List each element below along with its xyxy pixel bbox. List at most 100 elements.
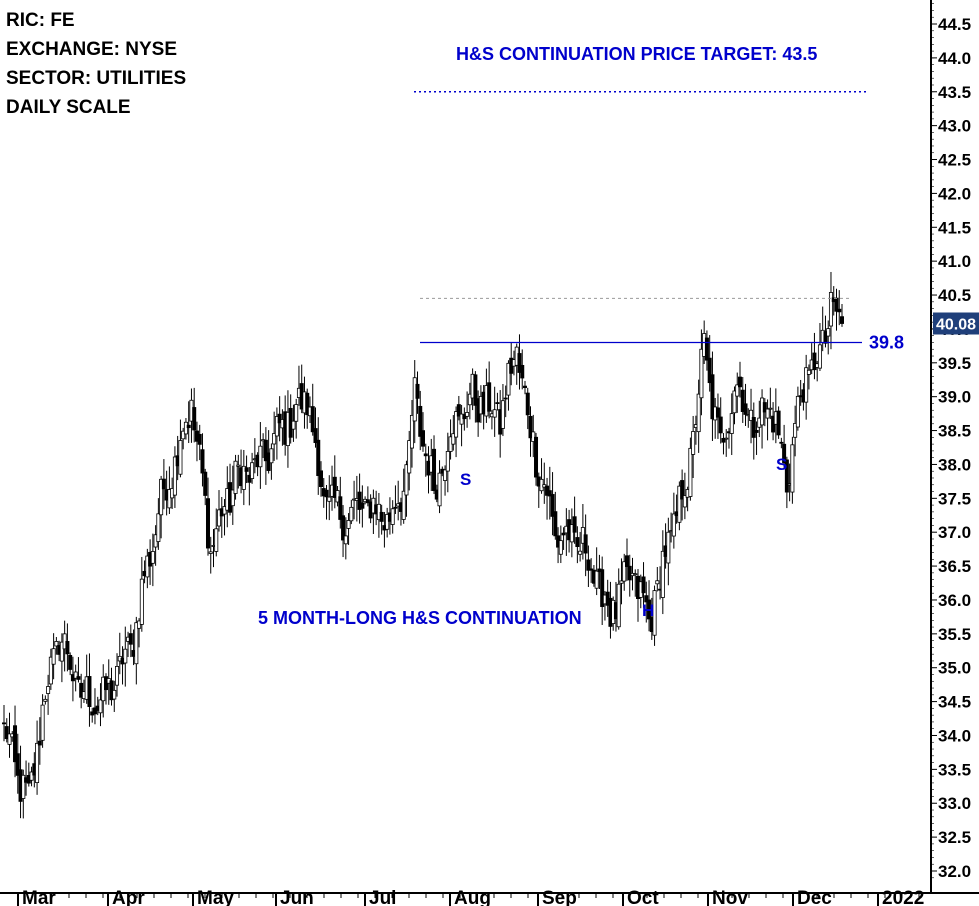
- candle-body: [357, 491, 362, 510]
- y-tick-label: 32.0: [938, 862, 971, 881]
- y-tick-label: 44.0: [938, 49, 971, 68]
- candle-body: [404, 464, 409, 496]
- candle-body: [655, 580, 660, 585]
- candle-body: [520, 364, 525, 379]
- candle-body: [161, 478, 166, 490]
- candle-body: [550, 494, 555, 517]
- candle-body: [432, 448, 437, 492]
- candle-body: [600, 569, 605, 607]
- candle-body: [54, 641, 59, 647]
- candle-body: [115, 666, 120, 686]
- candle-body: [40, 704, 45, 741]
- candle-body: [738, 376, 743, 388]
- candle-body: [826, 328, 831, 337]
- x-tick-label: Nov: [712, 888, 748, 906]
- candle-body: [768, 407, 773, 410]
- candle-body: [37, 740, 42, 746]
- candle-body: [740, 389, 745, 412]
- candle-body: [500, 400, 505, 429]
- candle-body: [167, 489, 172, 509]
- last-price-label: 40.08: [936, 316, 976, 333]
- y-tick-label: 39.0: [938, 388, 971, 407]
- candle-body: [569, 524, 574, 543]
- right-shoulder-label: S: [776, 455, 788, 474]
- candle-body: [437, 472, 442, 507]
- candle-body: [178, 440, 183, 475]
- candle-body: [652, 590, 657, 636]
- candle-body: [277, 413, 282, 424]
- candle-body: [360, 502, 365, 509]
- candle-body: [707, 357, 712, 384]
- head-label: H: [642, 601, 655, 620]
- candle-body: [150, 551, 155, 564]
- candle-body: [473, 374, 478, 406]
- candle-body: [724, 437, 729, 440]
- candle-body: [197, 433, 202, 445]
- candle-body: [795, 395, 800, 428]
- scale-label: DAILY SCALE: [6, 97, 131, 118]
- candle-body: [765, 408, 770, 419]
- price-target-annotation: H&S CONTINUATION PRICE TARGET: 43.5: [456, 44, 818, 64]
- x-tick-label: May: [197, 888, 234, 906]
- candle-body: [230, 489, 235, 507]
- candle-body: [517, 353, 522, 373]
- candle-body: [572, 516, 577, 533]
- candle-body: [324, 489, 329, 498]
- candle-body: [319, 470, 324, 487]
- candle-body: [525, 392, 530, 416]
- candle-body: [704, 337, 709, 361]
- candle-body: [522, 385, 527, 389]
- candle-body: [696, 393, 701, 433]
- candle-body: [343, 535, 348, 545]
- candle-body: [495, 402, 500, 404]
- candle-body: [156, 513, 161, 542]
- candle-body: [338, 496, 343, 520]
- candlestick-series: [2, 271, 845, 819]
- y-tick-label: 36.0: [938, 591, 971, 610]
- candle-body: [192, 407, 197, 431]
- candle-body: [735, 384, 740, 397]
- candle-body: [465, 412, 470, 417]
- candle-body: [98, 699, 103, 714]
- candle-body: [244, 467, 249, 472]
- y-tick-label: 43.0: [938, 117, 971, 136]
- candle-body: [793, 423, 798, 438]
- candle-body: [412, 377, 417, 422]
- candle-body: [633, 573, 638, 576]
- candle-body: [547, 490, 552, 497]
- candle-body: [622, 561, 627, 582]
- candle-body: [641, 576, 646, 594]
- y-tick-label: 40.5: [938, 286, 971, 305]
- candle-body: [492, 409, 497, 418]
- y-tick-label: 43.5: [938, 83, 971, 102]
- candle-body: [291, 420, 296, 430]
- x-tick-label: Dec: [797, 888, 832, 906]
- candle-body: [790, 444, 795, 493]
- candle-body: [828, 292, 833, 327]
- candle-body: [660, 550, 665, 598]
- candle-body: [578, 550, 583, 555]
- candle-body: [186, 424, 191, 429]
- candle-body: [258, 445, 263, 468]
- candle-body: [677, 485, 682, 523]
- y-axis: 32.0 32.5 33.0 33.5 34.0 34.5 35.0 35.5 36.0 36.5…: [931, 3, 979, 881]
- candle-body: [294, 404, 299, 422]
- candle-body: [112, 689, 117, 700]
- last-price-box: [933, 312, 979, 335]
- candle-body: [804, 367, 809, 403]
- exchange-label: EXCHANGE: NYSE: [6, 39, 178, 60]
- candle-body: [699, 348, 704, 399]
- candle-body: [385, 514, 390, 530]
- candle-body: [682, 495, 687, 508]
- candle-body: [561, 532, 566, 536]
- x-tick-label: Jul: [369, 888, 396, 906]
- candle-body: [784, 459, 789, 493]
- neckline-label: 39.8: [869, 332, 904, 352]
- candle-body: [59, 641, 64, 662]
- candle-body: [616, 583, 621, 628]
- candle-body: [715, 407, 720, 418]
- y-tick-label: 44.5: [938, 15, 971, 34]
- candle-body: [241, 465, 246, 490]
- candle-body: [274, 416, 279, 437]
